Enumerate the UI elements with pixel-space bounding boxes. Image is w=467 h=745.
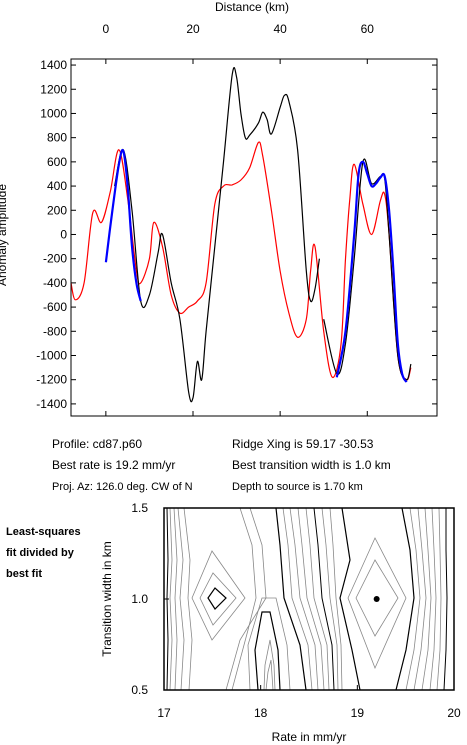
y-tick-label: -1200: [36, 373, 67, 387]
contour-line: [395, 507, 415, 691]
contour-line: [183, 507, 193, 691]
y-tick-label: 1000: [40, 106, 67, 120]
y-tick-label: 1200: [40, 82, 67, 96]
y-tick-label: -1400: [36, 397, 67, 411]
y-tick-label: 0: [60, 227, 67, 241]
info-best-rate: Best rate is 19.2 mm/yr: [52, 458, 175, 472]
series-line-4: [335, 160, 408, 383]
contour-y-tick-label: 0.5: [131, 683, 148, 697]
top-y-axis-label: Anomaly amplitude: [0, 184, 9, 286]
x-tick-label: 60: [361, 22, 375, 36]
contour-line: [275, 507, 307, 691]
y-tick-label: -200: [43, 252, 67, 266]
series-line-0: [70, 141, 412, 381]
contour-plot-ticks: 17 18 19 20 0.5 1.0 1.5: [131, 501, 461, 720]
contour-line: [329, 507, 343, 691]
contour-x-tick-label: 20: [447, 706, 461, 720]
x-tick-label: 0: [103, 22, 110, 36]
y-tick-label: -400: [43, 276, 67, 290]
contour-x-tick-label: 19: [351, 706, 365, 720]
contour-line: [305, 507, 330, 691]
y-tick-label: 1400: [40, 58, 67, 72]
contour-line: [289, 507, 319, 691]
x-tick-label: 40: [273, 22, 287, 36]
contour-line: [347, 537, 407, 670]
y-tick-label: 800: [47, 131, 67, 145]
top-plot-ticks: 1400120010008006004002000-200-400-600-80…: [36, 22, 437, 416]
contour-line: [443, 508, 448, 691]
contour-y-tick-label: 1.0: [131, 592, 148, 606]
info-block: Profile: cd87.p60 Best rate is 19.2 mm/y…: [52, 437, 391, 493]
x-tick-label: 20: [186, 22, 200, 36]
contour-line: [199, 572, 237, 626]
contour-line: [313, 507, 335, 691]
side-label-line2: fit divided by: [6, 547, 75, 559]
contour-line: [247, 597, 291, 691]
contour-x-tick-label: 18: [254, 706, 268, 720]
contour-line: [231, 507, 257, 691]
contour-line: [166, 507, 169, 691]
y-tick-label: -1000: [36, 348, 67, 362]
y-tick-label: -800: [43, 324, 67, 338]
contour-line: [191, 550, 246, 641]
top-x-axis-label: Distance (km): [215, 0, 289, 14]
series-line-1: [114, 66, 320, 403]
info-proj-az: Proj. Az: 126.0 deg. CW of N: [52, 481, 193, 493]
contour-plot: 17 18 19 20 0.5 1.0 1.5 Rate in mm/yr Transiti…: [100, 501, 461, 744]
contour-line: [413, 507, 427, 691]
contour-line: [177, 507, 185, 691]
info-best-transition: Best transition width is 1.0 km: [232, 458, 391, 472]
contour-line: [436, 507, 442, 691]
contour-line: [429, 507, 437, 691]
contour-line: [405, 507, 421, 691]
contour-line: [169, 507, 173, 691]
profile-plot: Distance (km) Anomaly amplitude 1400 1200…: [0, 0, 438, 417]
contour-line: [265, 659, 274, 691]
best-fit-marker: [373, 596, 380, 602]
contour-line: [207, 587, 227, 610]
series-line-3: [104, 149, 142, 302]
contour-lines: [166, 507, 448, 691]
contour-line: [225, 507, 267, 691]
contour-plot-frame: [163, 507, 455, 691]
contour-line: [355, 559, 399, 637]
series-line-2: [323, 158, 412, 381]
contour-line: [173, 507, 178, 691]
side-label-line3: best fit: [6, 568, 42, 580]
contour-y-axis-label: Transition width in km: [100, 541, 114, 657]
side-label-line1: Least-squares: [6, 526, 81, 538]
contour-line: [297, 507, 325, 691]
info-profile: Profile: cd87.p60: [52, 437, 142, 451]
info-depth: Depth to source is 1.70 km: [232, 481, 363, 493]
y-tick-label: -600: [43, 300, 67, 314]
contour-line: [282, 507, 313, 691]
top-plot-series: [70, 66, 412, 403]
contour-line: [321, 507, 339, 691]
contour-line: [254, 611, 281, 691]
contour-x-axis-label: Rate in mm/yr: [272, 730, 347, 744]
contour-line: [263, 639, 276, 691]
contour-side-label: Least-squares fit divided by best fit: [6, 526, 81, 580]
top-plot-frame: [70, 58, 438, 417]
contour-y-tick-label: 1.5: [131, 501, 148, 515]
y-tick-label: 200: [47, 203, 67, 217]
contour-line: [339, 507, 361, 691]
contour-x-tick-label: 17: [157, 706, 171, 720]
y-tick-label: 600: [47, 155, 67, 169]
info-ridge-xing: Ridge Xing is 59.17 -30.53: [232, 437, 374, 451]
y-tick-label: 400: [47, 179, 67, 193]
contour-line: [421, 507, 432, 691]
